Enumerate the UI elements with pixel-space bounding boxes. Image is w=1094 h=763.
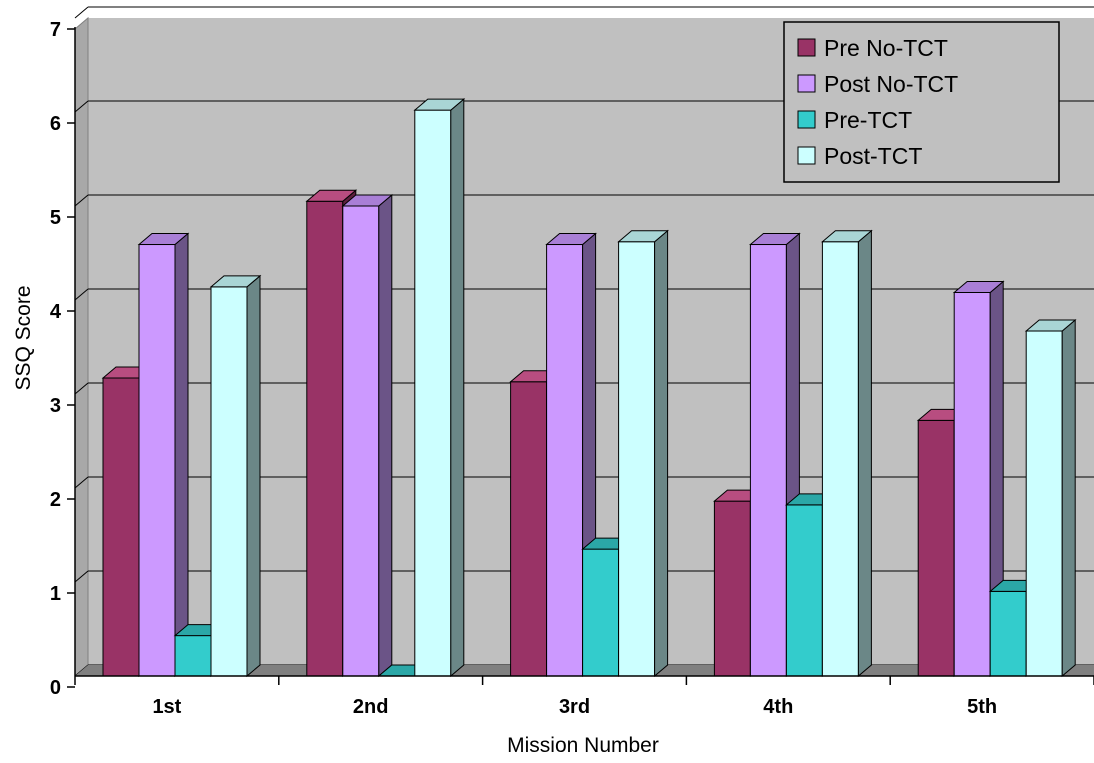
bar-side xyxy=(1061,318,1076,678)
bar-front xyxy=(713,500,751,677)
bar-top xyxy=(209,275,262,288)
bar-top xyxy=(341,194,394,207)
bar-front xyxy=(510,381,548,677)
bar-side xyxy=(654,229,669,678)
gridline-diagonal xyxy=(74,570,89,583)
bar-front xyxy=(1025,330,1063,677)
bar-top xyxy=(749,233,801,246)
bar-front xyxy=(821,241,859,677)
gridline-diagonal xyxy=(74,288,89,301)
y-tick-label: 0 xyxy=(50,677,61,699)
bar-front xyxy=(414,109,452,677)
legend-swatch xyxy=(797,146,816,165)
legend-box xyxy=(783,21,1060,183)
bar-top xyxy=(413,98,466,111)
bar-front xyxy=(989,590,1027,677)
bar xyxy=(341,193,394,678)
bar-front xyxy=(749,244,787,677)
bar-side xyxy=(246,274,261,678)
bar-front xyxy=(582,548,620,677)
bar-top xyxy=(545,233,597,246)
legend-label: Pre No-TCT xyxy=(824,35,948,61)
bar-top xyxy=(821,230,873,243)
bar xyxy=(821,229,873,678)
bar-front xyxy=(546,244,584,677)
y-tick-label: 3 xyxy=(50,395,61,417)
x-tick-label: 4th xyxy=(763,696,793,718)
bar xyxy=(413,98,466,678)
bar-side xyxy=(378,193,393,678)
bar-side xyxy=(174,232,189,678)
x-tick-labels: 1st 2nd 3rd 4th 5th xyxy=(152,696,997,718)
bar-side xyxy=(450,98,465,678)
axes xyxy=(67,27,1094,688)
legend-label: Post-TCT xyxy=(824,143,922,169)
bar-side xyxy=(857,229,872,678)
bar-top xyxy=(617,230,669,243)
bar xyxy=(545,232,597,678)
x-tick-label: 3rd xyxy=(559,696,590,718)
bar xyxy=(1024,318,1077,678)
bar-top xyxy=(137,233,190,246)
bar-top xyxy=(1024,319,1077,332)
y-tick-labels: 0 1 2 3 4 5 6 7 xyxy=(50,19,62,699)
y-tick-label: 2 xyxy=(50,489,61,511)
bars xyxy=(101,98,1077,678)
y-axis-label: SSQ Score xyxy=(12,285,35,390)
bar-front xyxy=(618,241,656,677)
y-tick-label: 1 xyxy=(50,583,61,605)
bar xyxy=(209,274,262,678)
legend-label: Post No-TCT xyxy=(824,71,958,97)
x-tick-label: 5th xyxy=(967,696,997,718)
x-axis-label: Mission Number xyxy=(507,734,659,757)
legend-swatch xyxy=(797,38,816,57)
bar-front xyxy=(342,205,380,677)
x-tick-label: 1st xyxy=(152,696,181,718)
bar-front xyxy=(306,200,344,677)
legend: Pre No-TCT Post No-TCT Pre-TCT Post-TCT xyxy=(783,21,1060,183)
bar xyxy=(952,280,1005,678)
legend-swatch xyxy=(797,74,816,93)
bar xyxy=(137,232,190,678)
bar-front xyxy=(210,286,248,677)
gridline-diagonal xyxy=(74,476,89,489)
bar-front xyxy=(785,504,823,677)
bar-front xyxy=(102,377,140,677)
y-tick-label: 4 xyxy=(50,301,62,323)
gridline-diagonal xyxy=(74,382,89,395)
y-tick-label: 5 xyxy=(50,207,61,229)
bar-front xyxy=(953,291,991,677)
gridline-diagonal xyxy=(74,6,89,19)
y-tick-label: 6 xyxy=(50,113,61,135)
bar-front xyxy=(138,244,176,677)
x-tick-label: 2nd xyxy=(353,696,389,718)
legend-swatch xyxy=(797,110,816,129)
bar-front xyxy=(917,419,955,677)
gridline-diagonal xyxy=(74,194,89,207)
bar-top xyxy=(305,189,358,202)
side-wall xyxy=(74,16,89,678)
bar-front xyxy=(174,635,212,677)
bar-top xyxy=(952,280,1005,293)
bar xyxy=(617,229,669,678)
legend-label: Pre-TCT xyxy=(824,107,912,133)
gridline-diagonal xyxy=(74,100,89,113)
y-tick-label: 7 xyxy=(50,19,61,41)
